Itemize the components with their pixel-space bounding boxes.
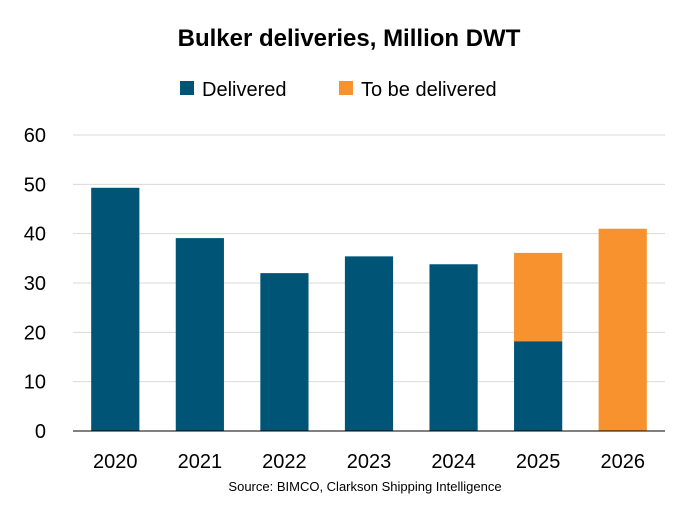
y-tick-label: 50 [24, 174, 46, 196]
bar-delivered-2021 [175, 238, 224, 431]
y-tick-label: 10 [24, 372, 46, 394]
bar-delivered-2020 [91, 187, 140, 431]
x-tick-label: 2023 [347, 451, 392, 473]
bar-delivered-2022 [260, 273, 309, 431]
legend-label-delivered: Delivered [202, 79, 286, 101]
y-tick-label: 0 [35, 421, 46, 443]
y-tick-label: 30 [24, 273, 46, 295]
x-tick-label: 2020 [93, 451, 138, 473]
bar-delivered-2023 [344, 256, 394, 431]
x-tick-label: 2026 [600, 451, 645, 473]
x-tick-label: 2025 [516, 451, 561, 473]
bar-to-be-delivered-2026 [598, 228, 647, 431]
source-note: Source: BIMCO, Clarkson Shipping Intelli… [228, 479, 501, 494]
legend-swatch-delivered [180, 81, 194, 95]
y-axis-ticks: 0 10 20 30 40 50 60 [24, 125, 46, 443]
y-tick-label: 20 [24, 322, 46, 344]
x-tick-label: 2024 [431, 451, 476, 473]
legend-label-to-be-delivered: To be delivered [361, 79, 497, 101]
bars [91, 187, 647, 431]
bar-delivered-2025 [514, 341, 563, 431]
y-tick-label: 40 [24, 224, 46, 246]
chart-title: Bulker deliveries, Million DWT [178, 25, 521, 52]
bar-to-be-delivered-2025 [514, 252, 563, 342]
legend: Delivered To be delivered [180, 79, 497, 101]
x-tick-label: 2021 [178, 451, 223, 473]
x-axis-ticks: 2020 2021 2022 2023 2024 2025 2026 [93, 451, 645, 473]
bar-delivered-2024 [429, 264, 478, 431]
legend-swatch-to-be-delivered [339, 81, 353, 95]
x-tick-label: 2022 [262, 451, 307, 473]
y-tick-label: 60 [24, 125, 46, 147]
